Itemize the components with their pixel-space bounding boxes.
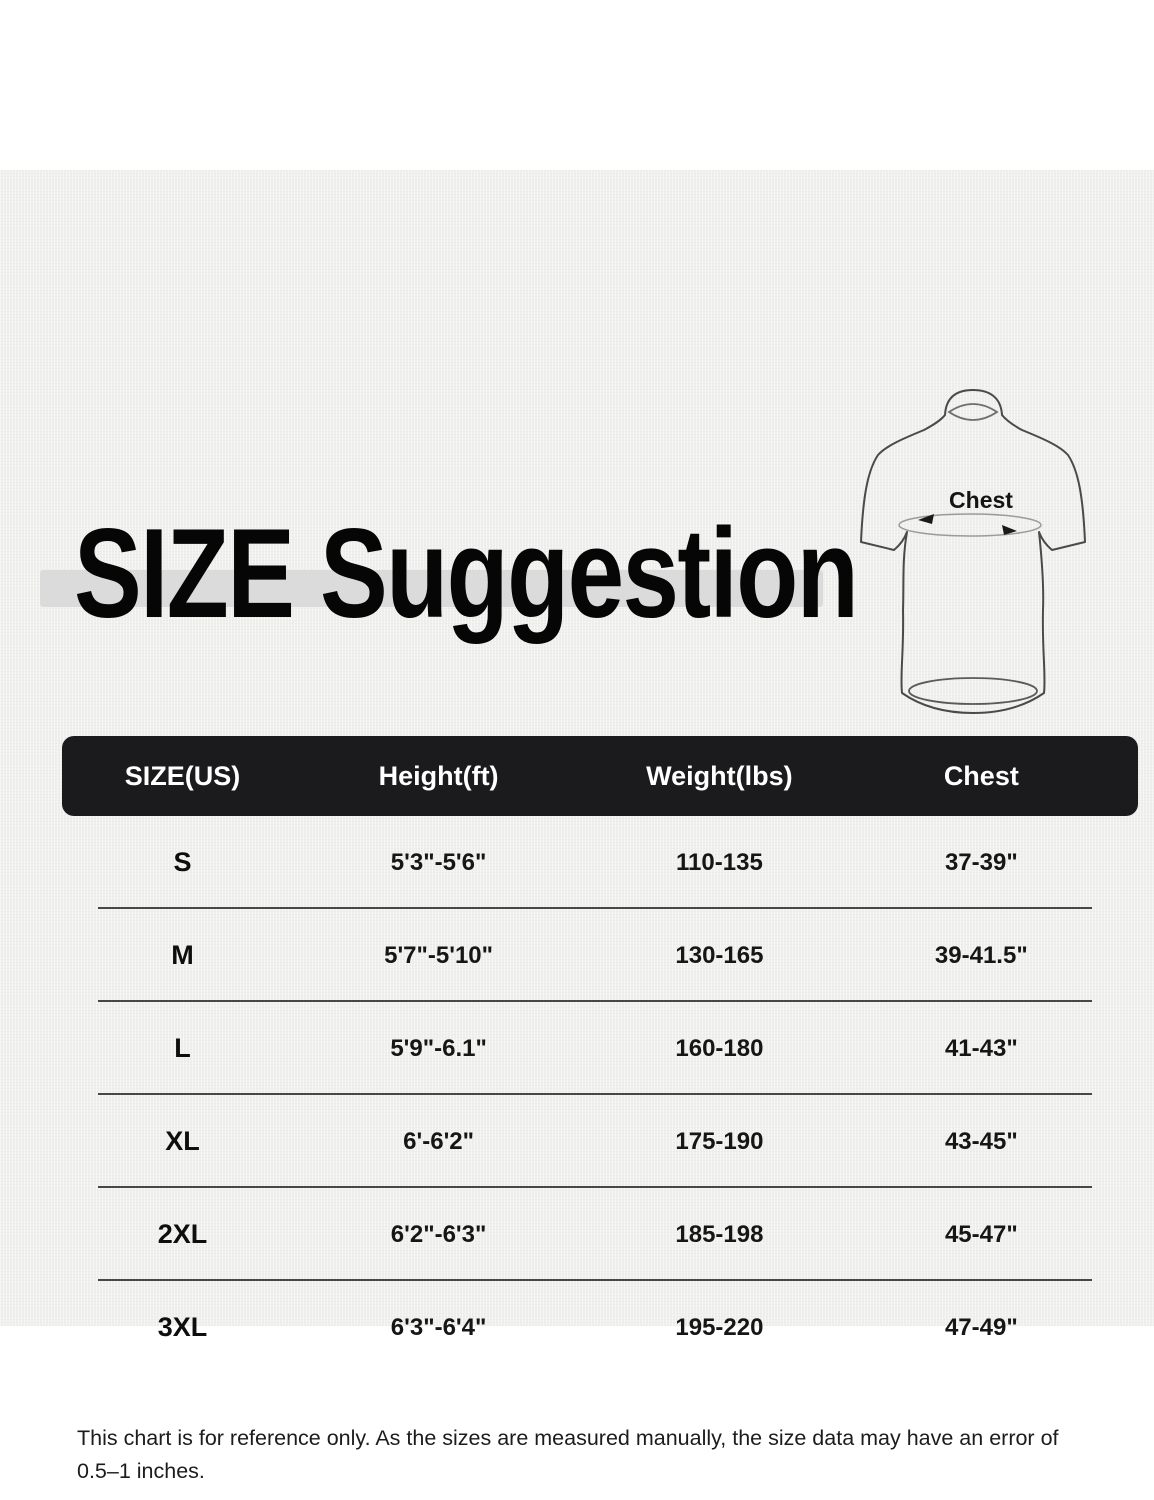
cell-height: 6'2"-6'3" [390, 1220, 487, 1248]
table-row: M 5'7"-5'10" 130-165 39-41.5" [62, 909, 1138, 1002]
cell-weight: 185-198 [675, 1220, 764, 1248]
table-row: L 5'9"-6.1" 160-180 41-43" [62, 1002, 1138, 1095]
chest-label: Chest [949, 487, 1013, 513]
jersey-illustration: Chest [860, 389, 1086, 714]
cell-size: 3XL [157, 1312, 208, 1342]
cell-weight: 130-165 [675, 941, 764, 969]
cell-weight: 175-190 [675, 1127, 764, 1155]
cell-weight: 160-180 [675, 1034, 764, 1062]
jersey-outline-icon [860, 389, 1086, 714]
chest-arrow-left-icon [918, 514, 934, 524]
cell-size: 2XL [157, 1219, 208, 1249]
table-row: S 5'3"-5'6" 110-135 37-39" [62, 816, 1138, 909]
size-table: SIZE(US) Height(ft) Weight(lbs) Chest S … [62, 736, 1138, 1374]
cell-height: 6'-6'2" [403, 1127, 474, 1155]
page-title: SIZE Suggestion [74, 502, 859, 644]
cell-chest: 41-43" [944, 1034, 1018, 1062]
column-header-height: Height(ft) [378, 760, 499, 791]
cell-size: M [171, 940, 194, 970]
cell-size: XL [165, 1126, 200, 1156]
cell-chest: 37-39" [944, 848, 1018, 876]
cell-weight: 110-135 [676, 848, 763, 876]
column-header-size: SIZE(US) [124, 760, 241, 791]
title-accent-bar [40, 570, 823, 607]
cell-chest: 45-47" [944, 1220, 1018, 1248]
cell-chest: 39-41.5" [934, 941, 1028, 969]
column-header-chest: Chest [943, 760, 1019, 791]
cell-chest: 47-49" [944, 1313, 1018, 1341]
column-header-weight: Weight(lbs) [646, 760, 793, 791]
chest-arrow-right-icon [1002, 525, 1017, 535]
collar-opening-icon [947, 403, 999, 421]
cell-weight: 195-220 [675, 1313, 764, 1341]
table-header-row: SIZE(US) Height(ft) Weight(lbs) Chest [62, 736, 1138, 816]
content-background: SIZE Suggestion Chest SIZE(US) Height(ft… [0, 170, 1154, 1483]
hem-ellipse-icon [908, 677, 1038, 705]
chest-measure-line [898, 513, 1042, 537]
table-row: 3XL 6'3"-6'4" 195-220 47-49" [62, 1281, 1138, 1374]
reference-note: This chart is for reference only. As the… [77, 1425, 1059, 1483]
cell-size: L [174, 1033, 191, 1063]
table-row: XL 6'-6'2" 175-190 43-45" [62, 1095, 1138, 1188]
cell-size: S [173, 847, 192, 877]
cell-height: 5'9"-6.1" [390, 1034, 487, 1062]
cell-chest: 43-45" [944, 1127, 1018, 1155]
cell-height: 6'3"-6'4" [390, 1313, 487, 1341]
cell-height: 5'7"-5'10" [384, 941, 494, 969]
cell-height: 5'3"-5'6" [390, 848, 487, 876]
table-row: 2XL 6'2"-6'3" 185-198 45-47" [62, 1188, 1138, 1281]
